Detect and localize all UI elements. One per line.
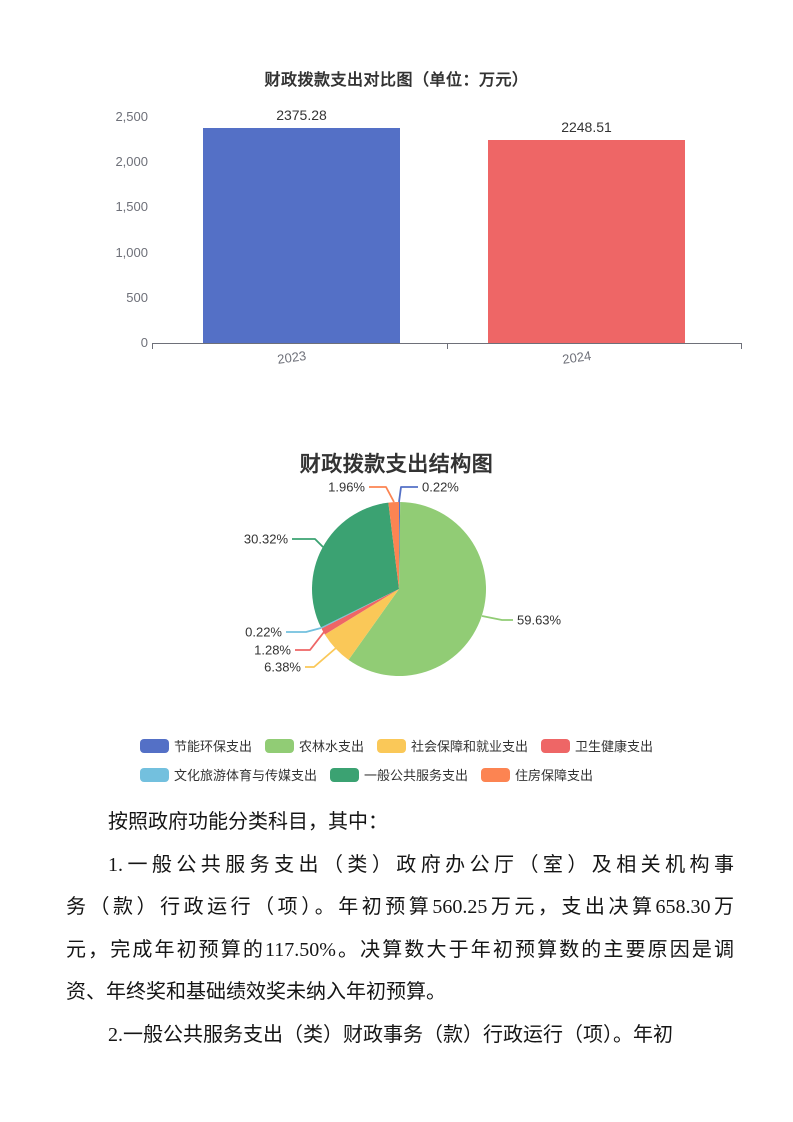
- legend-row: 节能环保支出 农林水支出 社会保障和就业支出 卫生健康支出: [140, 736, 666, 755]
- bar-value-label: 2248.51: [561, 118, 612, 135]
- legend-item: 节能环保支出: [140, 736, 252, 755]
- pie-percent-label: 30.32%: [244, 532, 289, 547]
- body-text: 按照政府功能分类科目，其中： 1.一般公共服务支出（类）政府办公厅（室）及相关机构…: [66, 801, 734, 1056]
- legend-label: 文化旅游体育与传媒支出: [174, 768, 318, 783]
- pie-percent-label: 59.63%: [517, 613, 562, 628]
- pie-label-line-1: [481, 615, 513, 621]
- paragraph-line: 2.一般公共服务支出（类）财政事务（款）行政运行（项）。年初: [108, 1023, 673, 1046]
- pie-label-line-5: [292, 538, 324, 548]
- paragraph-line: 按照政府功能分类科目，其中：: [108, 811, 388, 833]
- x-axis-tick: [152, 343, 153, 349]
- legend-swatch-icon: [377, 738, 407, 753]
- legend-item: 文化旅游体育与传媒支出: [140, 765, 317, 784]
- pie-percent-label: 1.28%: [254, 643, 291, 658]
- legend-item: 住房保障支出: [481, 765, 593, 784]
- legend-item: 农林水支出: [265, 736, 364, 755]
- pie-legend: 节能环保支出 农林水支出 社会保障和就业支出 卫生健康支出文化旅游体育与传媒支出 一般公…: [140, 736, 666, 794]
- pie-percent-label: 1.96%: [328, 480, 365, 495]
- legend-label: 卫生健康支出: [575, 739, 654, 754]
- pie-label-line-2: [305, 647, 337, 668]
- paragraph-line: 务（款）行政运行（项）。年初预算560.25万元，支出决算658.30万: [66, 896, 734, 918]
- paragraph-line: 资、年终奖和基础绩效奖未纳入年初预算。: [66, 981, 446, 1003]
- legend-label: 农林水支出: [299, 739, 365, 754]
- y-axis-tick-label: 2,500: [115, 109, 148, 124]
- bar-2024: [488, 139, 685, 343]
- y-axis-tick-label: 500: [126, 289, 148, 305]
- paragraph-line: 1.一般公共服务支出（类）政府办公厅（室）及相关机构事: [108, 853, 734, 876]
- x-axis-category-label: 2024: [560, 348, 592, 367]
- pie-label-line-3: [295, 631, 325, 651]
- pie-slice-4: [320, 589, 399, 629]
- legend-item: 卫生健康支出: [541, 736, 653, 755]
- pie-label-line-4: [286, 627, 322, 633]
- legend-label: 节能环保支出: [174, 739, 253, 754]
- y-axis-tick-label: 2,000: [115, 154, 148, 170]
- pie-percent-label: 0.22%: [422, 480, 459, 495]
- legend-swatch-icon: [265, 738, 295, 753]
- bar-2023: [203, 128, 400, 343]
- pie-label-line-0: [398, 486, 418, 503]
- bar-chart-title: 财政拨款支出对比图（单位：万元）: [264, 72, 529, 89]
- legend-label: 一般公共服务支出: [364, 768, 469, 783]
- legend-swatch-icon: [541, 738, 571, 753]
- pie-slice-2: [324, 589, 399, 660]
- legend-swatch-icon: [140, 738, 169, 753]
- pie-slice-6: [388, 501, 400, 589]
- bar-value-label: 2375.28: [276, 107, 327, 124]
- bar-chart: 2,500 2,000 1,500 1,000 500 0 2375.28 2023 2248.…: [0, 0, 793, 400]
- pie-chart: 0.22% 59.63% 6.38% 1.28% 0.22% 30.32% 1.96%: [244, 480, 562, 677]
- legend-label: 住房保障支出: [515, 768, 594, 783]
- x-axis-tick: [446, 343, 448, 349]
- y-axis-tick-label: 0: [140, 335, 148, 350]
- y-axis-tick-label: 1,000: [115, 244, 148, 260]
- legend-item: 社会保障和就业支出: [377, 736, 528, 755]
- legend-item: 一般公共服务支出: [330, 765, 468, 784]
- pie-slice-0: [399, 502, 401, 589]
- pie-percent-label: 0.22%: [245, 625, 282, 640]
- pie-percent-label: 6.38%: [264, 660, 301, 675]
- pie-label-line-6: [369, 486, 395, 503]
- paragraph-line: 元，完成年初预算的117.50%。决算数大于年初预算数的主要原因是调: [66, 938, 734, 961]
- legend-swatch-icon: [330, 767, 360, 782]
- pie-slice-3: [321, 589, 399, 635]
- legend-row: 文化旅游体育与传媒支出 一般公共服务支出 住房保障支出: [140, 765, 666, 784]
- x-axis-tick: [741, 343, 742, 349]
- y-axis-tick-label: 1,500: [115, 199, 148, 215]
- legend-swatch-icon: [481, 767, 511, 782]
- x-axis-category-label: 2023: [275, 348, 307, 367]
- pie-slice-1: [348, 502, 487, 677]
- pie-slice-5: [312, 502, 399, 628]
- legend-label: 社会保障和就业支出: [411, 739, 529, 754]
- legend-swatch-icon: [140, 767, 169, 782]
- pie-chart-title: 财政拨款支出结构图: [299, 453, 494, 476]
